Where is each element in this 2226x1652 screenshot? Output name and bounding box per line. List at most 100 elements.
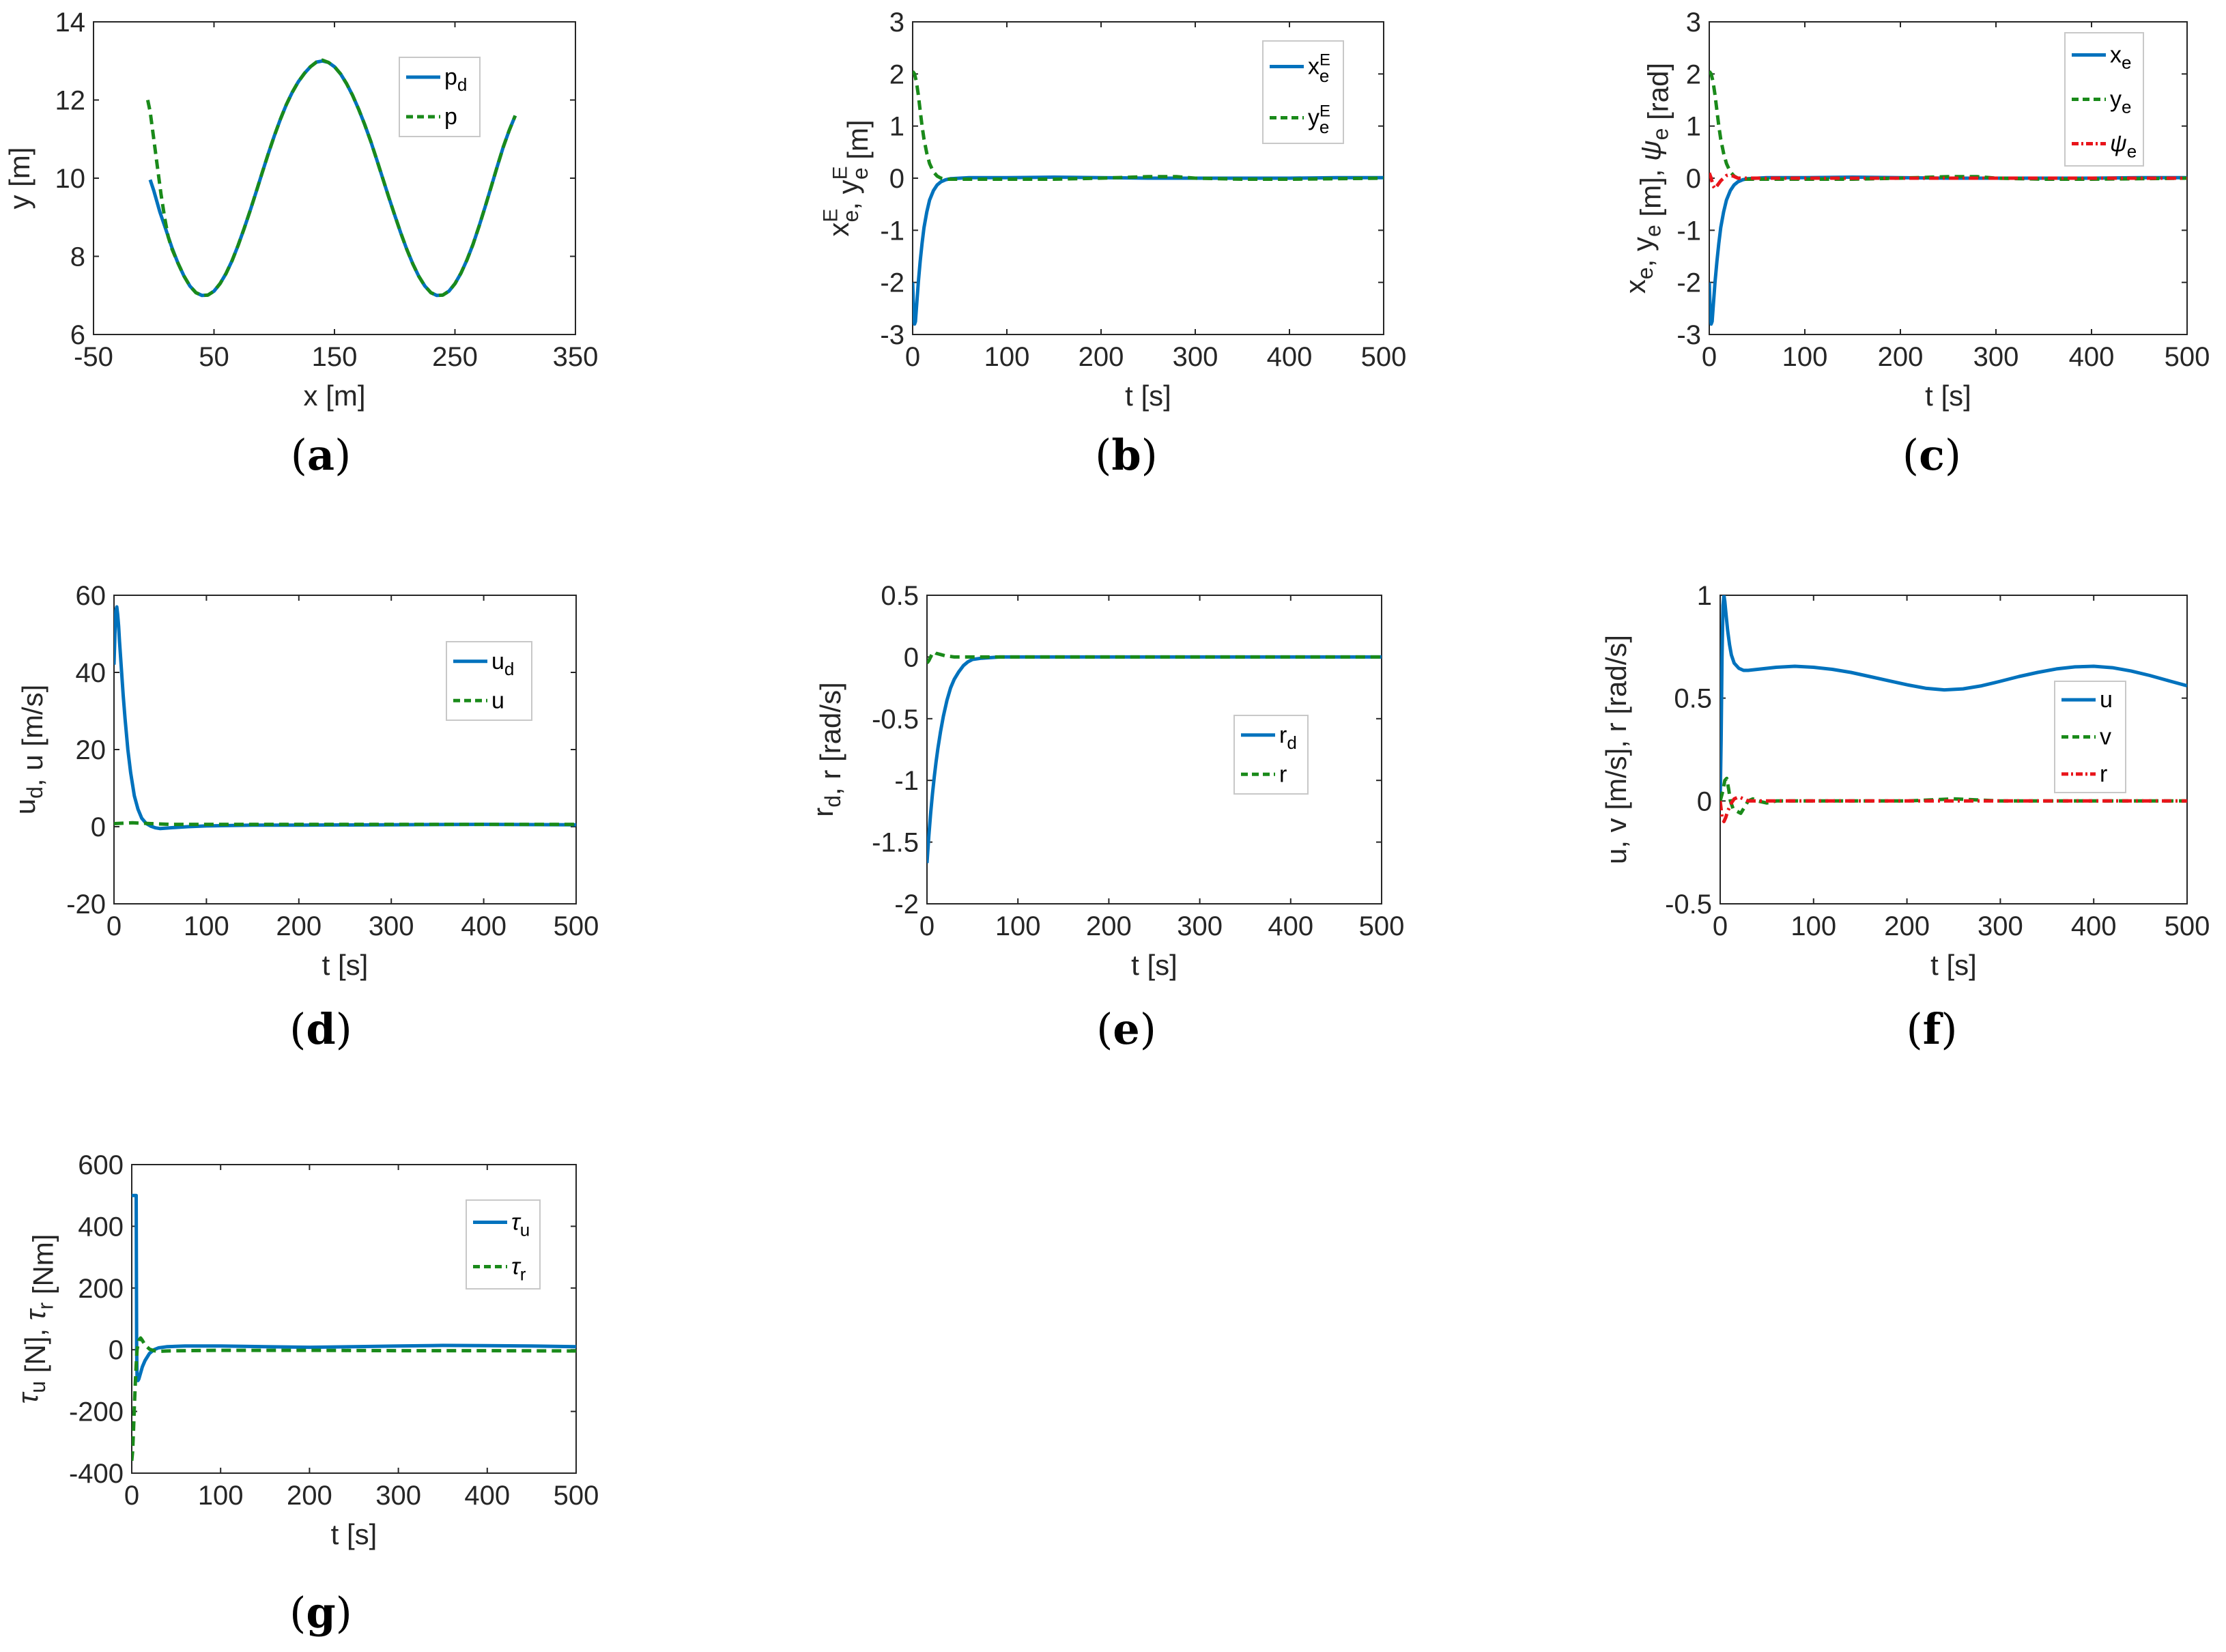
x-tick-label: 400 — [1268, 911, 1313, 941]
x-tick-label: 0 — [905, 342, 920, 372]
x-axis-label: t [s] — [1125, 380, 1171, 412]
x-tick-label: 0 — [106, 911, 122, 941]
x-tick-label: 500 — [1359, 911, 1405, 941]
chart-c: 0 100 200 300 400 500 -3 -2 -1 0 1 2 3 t [s] xe, ye [m… — [1619, 8, 2210, 480]
chart-b: 0 100 200 300 400 500 -3 -2 -1 0 1 2 3 t [s] xEe, yEe … — [820, 8, 1407, 480]
series-line-tau-r — [132, 1336, 576, 1462]
chart-e: 0 100 200 300 400 500 -2 -1.5 -1 -0.5 0 0.5 t [s] rd,… — [807, 581, 1404, 1054]
x-tick-label: 0 — [1702, 342, 1717, 372]
y-axis-label: ud, u [m/s] — [9, 685, 48, 815]
x-tick-label: 50 — [199, 342, 229, 372]
series-line-tau-u — [132, 1193, 576, 1382]
series-group — [114, 605, 576, 831]
series-group — [913, 70, 1384, 326]
x-tick-label: 350 — [553, 342, 599, 372]
legend: xe ye ψe — [2064, 32, 2144, 167]
series-line-r — [927, 650, 1382, 664]
plot-area — [926, 595, 1382, 905]
y-tick-label: -1.5 — [872, 828, 919, 858]
y-tick-label: -20 — [66, 889, 106, 920]
y-tick-label: -0.5 — [1665, 889, 1712, 920]
x-tick-label: 500 — [2165, 342, 2210, 372]
x-tick-label: 400 — [1267, 342, 1313, 372]
x-tick-label: 300 — [1973, 342, 2019, 372]
legend-label: τr — [511, 1254, 526, 1285]
x-tick-label: 200 — [276, 911, 322, 941]
x-tick-label: 300 — [1173, 342, 1218, 372]
series-group — [145, 58, 517, 298]
series-line-psi-e — [1709, 172, 2187, 190]
series-line-u — [114, 821, 576, 827]
x-tick-label: 300 — [369, 911, 414, 941]
x-axis-label: t [s] — [1131, 949, 1178, 981]
y-tick-label: 2 — [889, 59, 904, 89]
y-tick-label: -0.5 — [872, 704, 919, 735]
x-tick-label: 250 — [432, 342, 478, 372]
subfigure-caption: (d) — [289, 1004, 352, 1054]
y-tick-label: 6 — [70, 320, 85, 350]
legend: uvr — [2054, 681, 2126, 793]
y-tick-label: 1 — [1697, 581, 1712, 611]
x-tick-label: 100 — [984, 342, 1030, 372]
legend-label: xE e — [1308, 51, 1330, 86]
x-axis-label: t [s] — [331, 1518, 377, 1550]
x-tick-label: 100 — [1790, 911, 1836, 941]
y-tick-label: -3 — [880, 320, 904, 350]
x-tick-label: 100 — [184, 911, 229, 941]
x-tick-label: 200 — [1086, 911, 1132, 941]
x-axis-label: t [s] — [322, 949, 369, 981]
legend-box — [1262, 40, 1344, 144]
y-tick-label: -2 — [894, 889, 919, 920]
legend: τu τr — [466, 1199, 541, 1290]
y-tick-label: 0 — [904, 642, 919, 672]
x-axis-label: x [m] — [304, 380, 366, 412]
x-tick-label: 500 — [554, 1481, 599, 1511]
x-tick-label: 150 — [312, 342, 358, 372]
y-tick-label: 0 — [91, 812, 106, 842]
legend-box — [399, 57, 481, 137]
legend: rd r — [1233, 715, 1309, 795]
legend-label: τu — [511, 1210, 530, 1240]
series-line-u — [1720, 595, 2187, 801]
legend-label: u — [491, 687, 504, 713]
series-line-r — [1720, 795, 2187, 823]
subfigure-caption: (e) — [1096, 1004, 1156, 1054]
y-tick-label: -1 — [1676, 216, 1701, 246]
x-tick-label: 0 — [1713, 911, 1728, 941]
y-tick-label: 600 — [78, 1150, 124, 1180]
y-tick-label: 20 — [76, 735, 106, 765]
y-tick-label: 400 — [78, 1212, 124, 1242]
x-tick-label: 300 — [375, 1481, 421, 1511]
subfigure-caption: (g) — [289, 1588, 352, 1638]
legend: ud u — [446, 641, 532, 721]
y-tick-label: 2 — [1686, 59, 1701, 89]
x-tick-label: 500 — [2165, 911, 2210, 941]
y-tick-label: -200 — [69, 1397, 124, 1427]
chart-f: 0 100 200 300 400 500-0.500.51t [s]u, v [m/s]… — [1600, 581, 2210, 1054]
series-line-y-e-e — [913, 70, 1384, 181]
legend-box — [446, 641, 532, 721]
legend-label: yE e — [1308, 102, 1330, 137]
x-tick-label: 400 — [2069, 342, 2115, 372]
x-tick-label: 200 — [1884, 911, 1930, 941]
legend-label: pd — [444, 64, 467, 95]
legend: xE e yE e — [1262, 40, 1344, 144]
y-tick-label: 8 — [70, 242, 85, 272]
legend-box — [466, 1199, 541, 1290]
legend-label: ye — [2110, 87, 2131, 117]
x-tick-label: 200 — [1878, 342, 1924, 372]
y-tick-label: 12 — [55, 86, 86, 116]
legend-box — [1233, 715, 1309, 795]
legend-label: rd — [1279, 722, 1297, 753]
subfigure-caption: (c) — [1902, 430, 1961, 480]
y-tick-label: -1 — [880, 216, 904, 246]
y-tick-label: -3 — [1676, 320, 1701, 350]
y-axis-label: τu [N], τr [Nm] — [12, 1234, 59, 1404]
y-tick-label: -2 — [1676, 268, 1701, 298]
series-group — [1709, 70, 2187, 326]
x-axis-label: t [s] — [1930, 949, 1977, 981]
y-tick-label: 10 — [55, 164, 86, 194]
legend-label: r — [1279, 761, 1287, 787]
legend-label: ψe — [2110, 131, 2137, 162]
